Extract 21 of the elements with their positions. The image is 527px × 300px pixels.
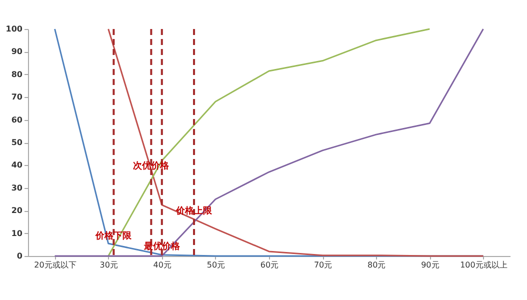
annotation: 最优价格 [142,240,181,252]
y-tick-label: 80 [11,70,23,79]
y-tick-label: 0 [16,252,23,260]
y-tick-label: 20 [11,206,23,216]
x-tick-label: 30元 [100,260,118,270]
y-tick-label: 60 [11,115,23,124]
y-tick-label: 90 [11,47,23,56]
y-tick-label: 30 [11,183,23,192]
x-tick-label: 50元 [206,260,226,270]
x-tick-label: 80元 [368,260,386,270]
y-tick-label: 10 [11,228,23,238]
y-tick-label: 100 [6,24,23,34]
y-tick-label: 40 [11,160,23,170]
x-tick-label: 100元或以上 [460,260,508,270]
y-tick-label: 50 [11,138,23,147]
x-tick-label: 20元或以下 [34,260,76,270]
x-tick-label: 90元 [421,260,440,270]
x-tick-label: 70元 [314,260,332,270]
y-tick-label: 70 [11,92,23,102]
x-tick-label: 60元 [260,260,279,270]
x-tick-label: 40元 [153,260,172,270]
